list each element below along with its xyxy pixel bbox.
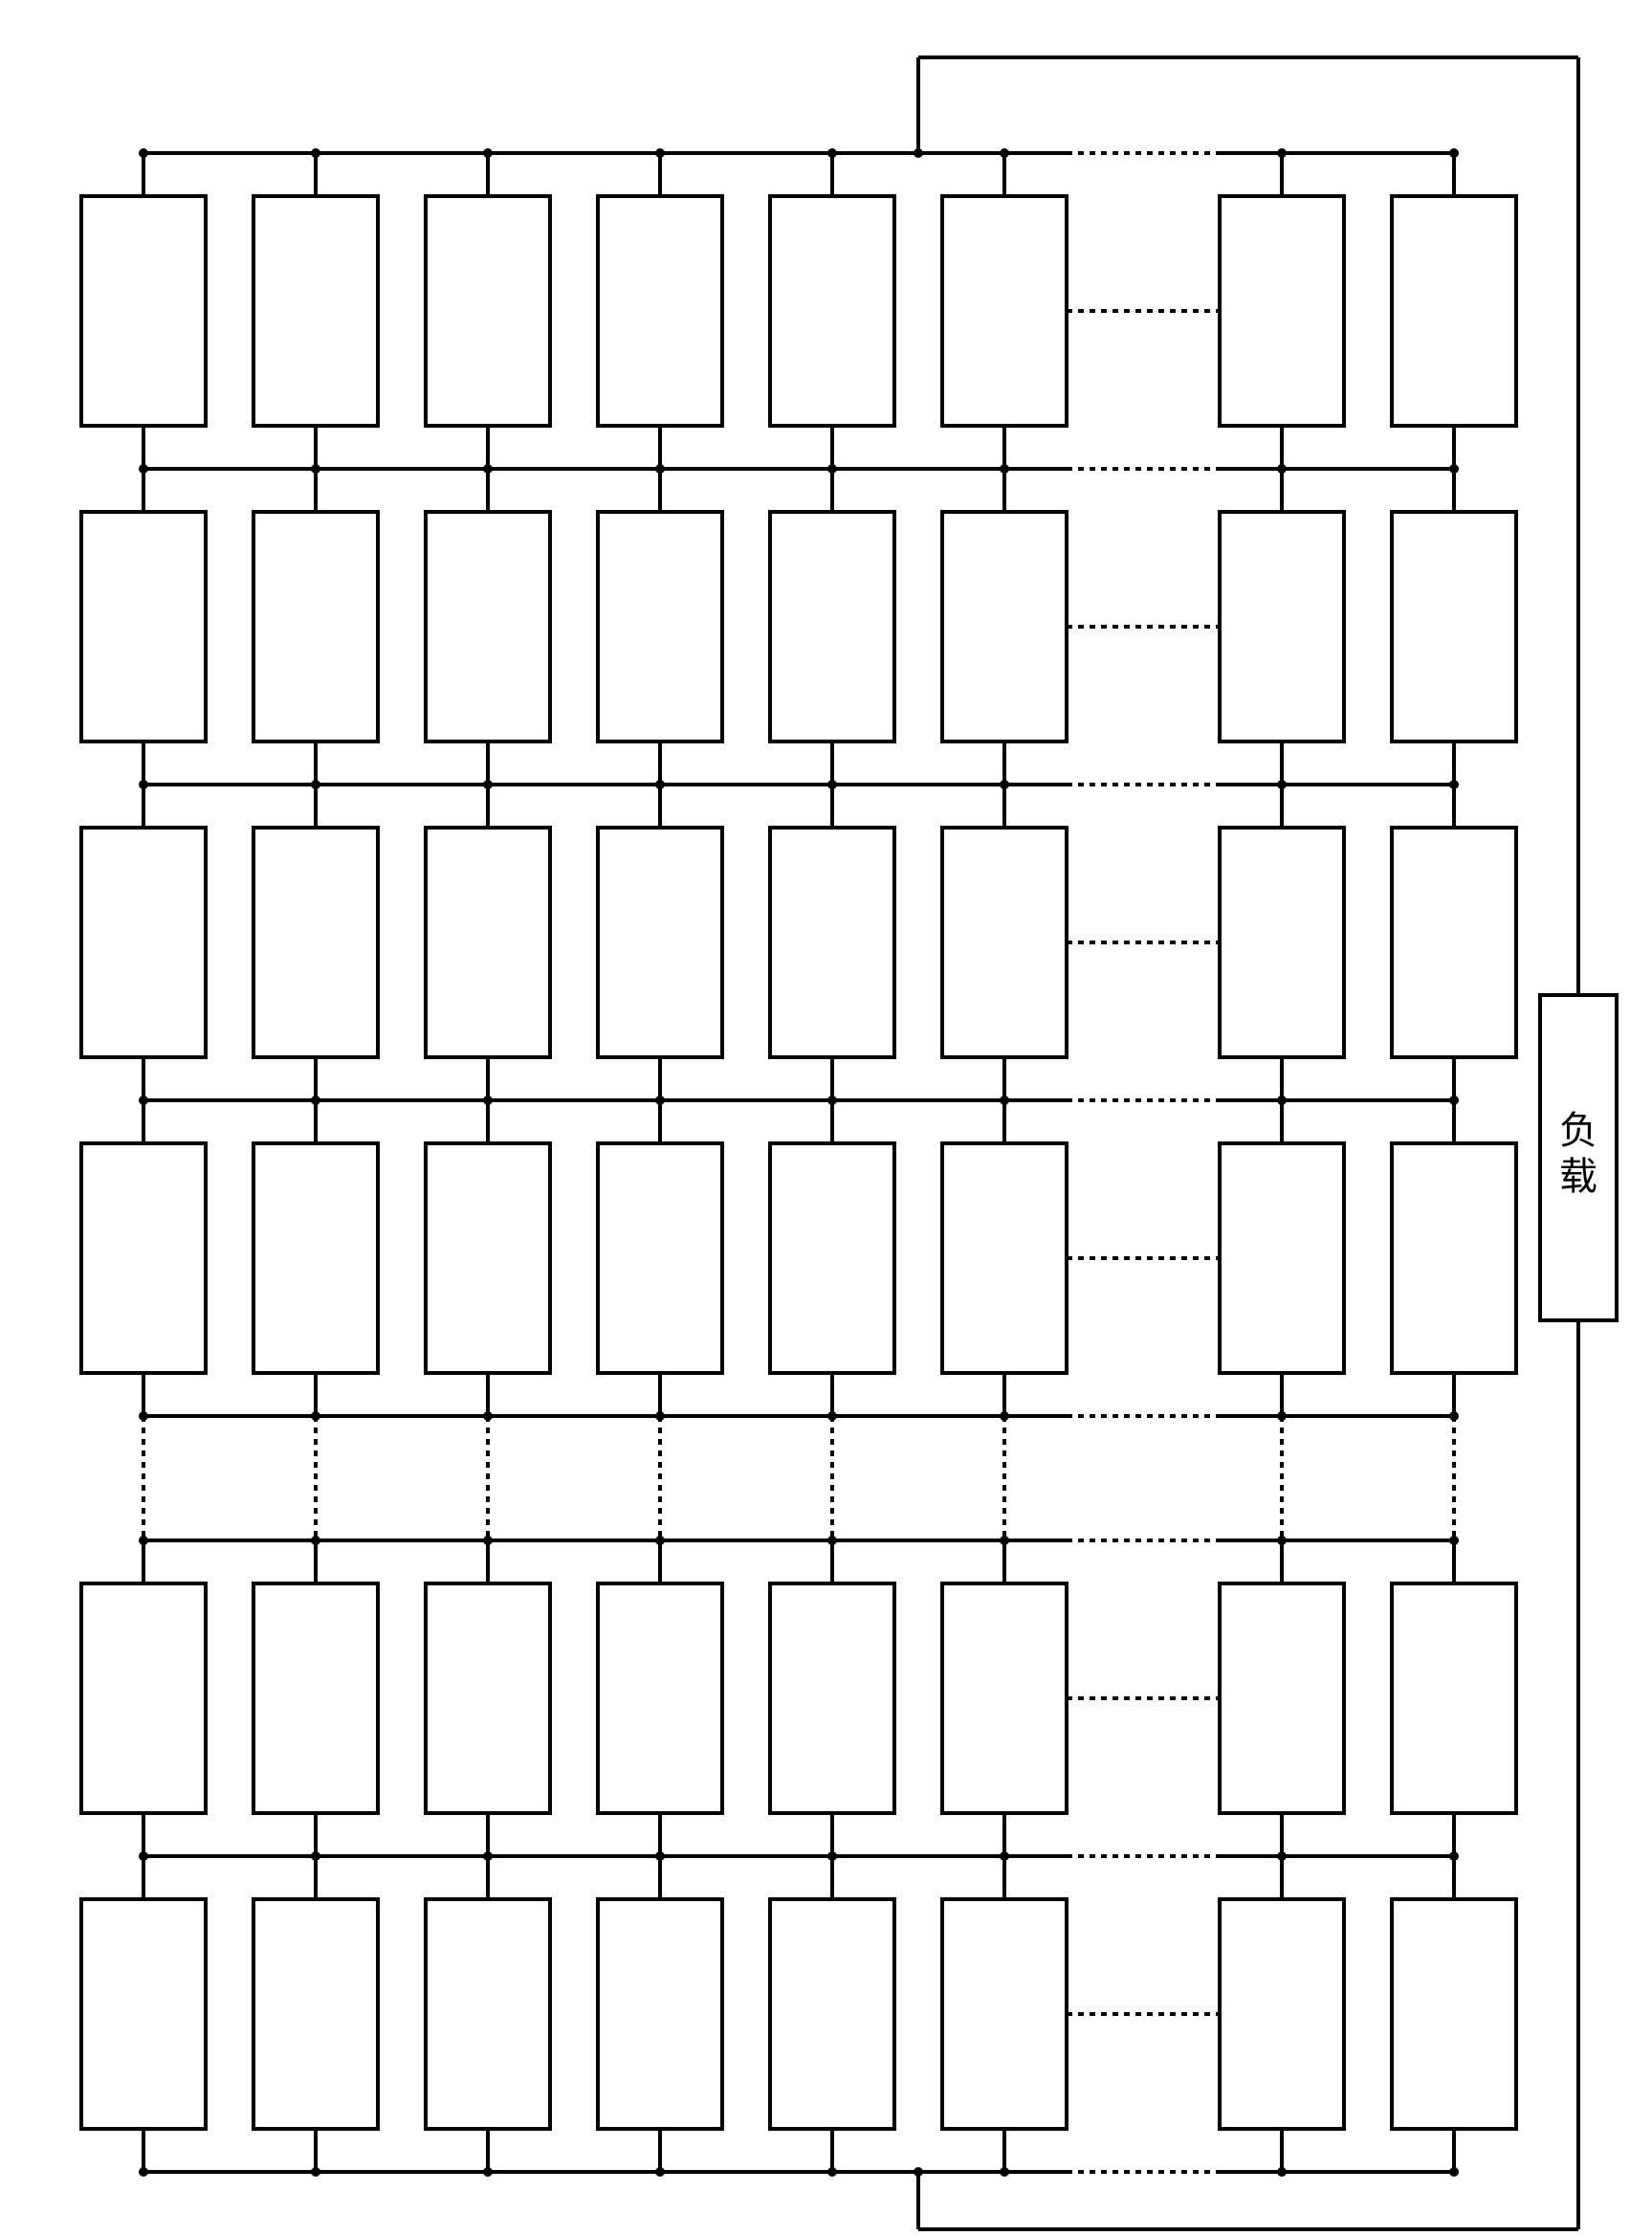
load-label-char: 负 bbox=[1559, 1109, 1597, 1152]
load-label-char: 载 bbox=[1559, 1155, 1597, 1198]
circuit-diagram: 负载 bbox=[0, 0, 1652, 2236]
